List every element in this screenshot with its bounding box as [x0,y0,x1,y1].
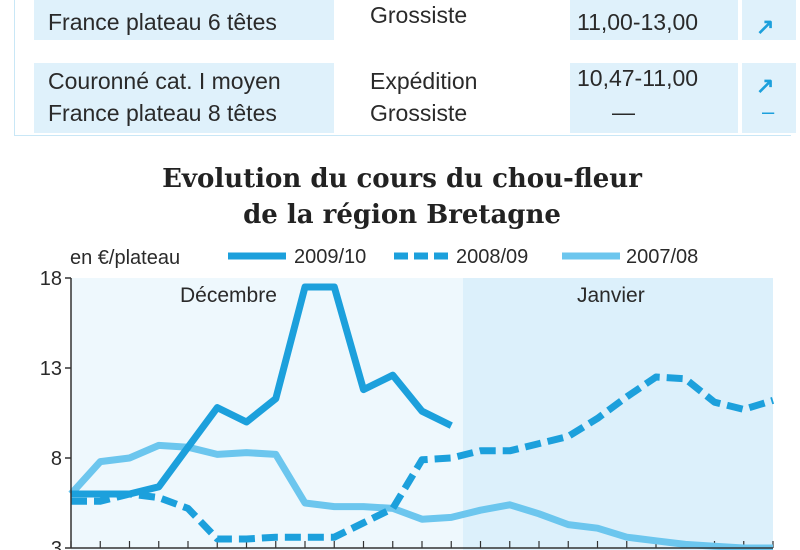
product-label: France plateau 8 têtes [48,100,277,126]
type-label: Expédition [370,68,478,94]
chart-title-line-2: de la région Bretagne [243,200,561,230]
product-label: Couronné cat. I moyen [48,68,281,94]
series-line-2008-09 [71,373,775,543]
legend-label-2009-10: 2009/10 [294,246,366,268]
table-row-couronne: Couronné cat. I moyen France plateau 8 t… [34,63,796,133]
line-chart: Décembre Janvier en €/plateau 2009/10 20… [40,246,775,550]
price-value: 11,00-13,00 [577,9,699,35]
series-line-2009-10 [71,283,453,498]
legend-label-2008-09: 2008/09 [456,246,528,268]
chart-title-line-1: Evolution du cours du chou-fleur [162,164,642,194]
chart-panel: Evolution du cours du chou-fleur de la r… [14,150,790,550]
price-value: 10,47-11,00 [577,65,699,91]
price-table: France plateau 6 têtes Grossiste 11,00-1… [14,0,796,136]
y-tick-label: 18 [40,268,62,290]
y-tick-label: 3 [51,538,62,550]
y-tick-label: 13 [40,358,62,380]
table-frame [14,0,791,136]
up-arrow-icon: ↗ [756,14,775,39]
period-label-december: Décembre [180,284,277,307]
up-arrow-icon: ↗ [756,73,775,98]
product-label: France plateau 6 têtes [48,9,277,35]
dash-icon: – [762,99,775,124]
price-value: — [612,99,635,125]
type-label: Grossiste [370,100,468,126]
unit-label: en €/plateau [70,247,180,269]
period-label-january: Janvier [577,284,645,307]
january-band [463,278,773,550]
table-row-plateau-6: France plateau 6 têtes Grossiste 11,00-1… [34,0,796,40]
type-label: Grossiste [370,2,468,28]
y-tick-label: 8 [51,448,62,470]
legend-label-2007-08: 2007/08 [626,246,698,268]
